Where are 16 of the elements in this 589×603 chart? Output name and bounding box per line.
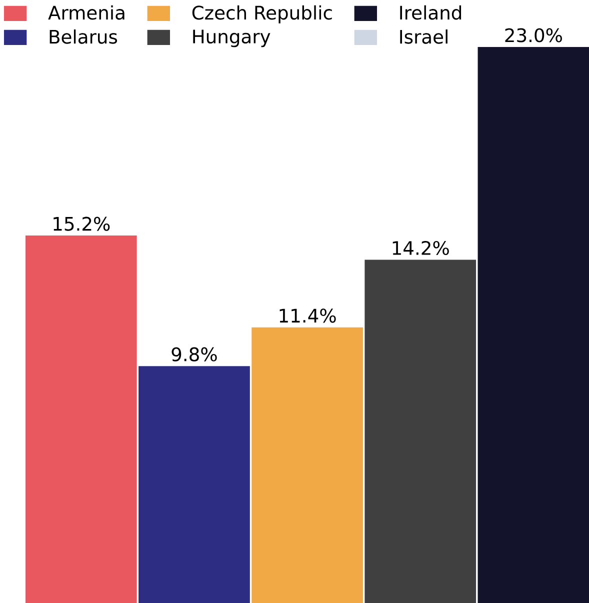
bar [25,236,137,603]
bar [364,260,476,603]
legend-label: Belarus [50,29,117,44]
data-label: 9.8% [172,347,217,362]
data-label: 23.0% [505,28,562,42]
data-label: 14.2% [392,240,449,256]
data-label: 15.2% [54,216,110,231]
legend-label: Armenia [48,5,124,20]
legend-label: Hungary [193,30,270,48]
data-label: 11.4% [280,308,336,323]
legend-label: Czech Republic [192,5,332,24]
legend-label: Israel [400,29,448,44]
legend-label: Ireland [400,5,461,20]
bar [138,366,250,603]
bar [478,46,589,603]
bar [252,327,363,603]
